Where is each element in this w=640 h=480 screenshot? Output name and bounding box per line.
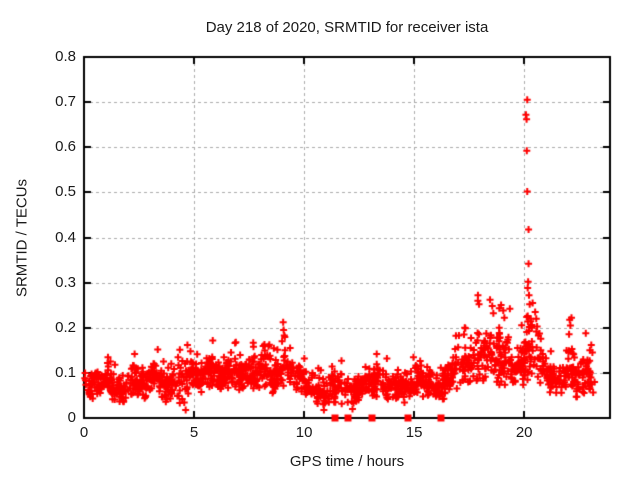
- x-axis-label: GPS time / hours: [289, 453, 405, 470]
- y-tick-label: 0.6: [55, 138, 76, 156]
- y-tick-label: 0.3: [55, 273, 76, 291]
- plot-area: [84, 57, 610, 418]
- x-tick-label: 0: [79, 424, 89, 441]
- y-tick-label: 0.7: [55, 93, 76, 111]
- y-tick-label: 0.1: [55, 363, 76, 381]
- x-tick-label: 20: [515, 424, 533, 441]
- x-tick-label: 5: [189, 424, 199, 441]
- chart-title: Day 218 of 2020, SRMTID for receiver ist…: [205, 19, 489, 36]
- y-tick-label: 0.2: [55, 318, 76, 336]
- y-tick-label: 0.8: [55, 48, 76, 65]
- y-tick-label: 0: [67, 409, 76, 426]
- y-tick-label: 0.5: [55, 183, 76, 201]
- y-tick-label: 0.4: [55, 228, 76, 246]
- x-tick-label: 10: [295, 424, 313, 441]
- x-tick-label: 15: [405, 424, 423, 441]
